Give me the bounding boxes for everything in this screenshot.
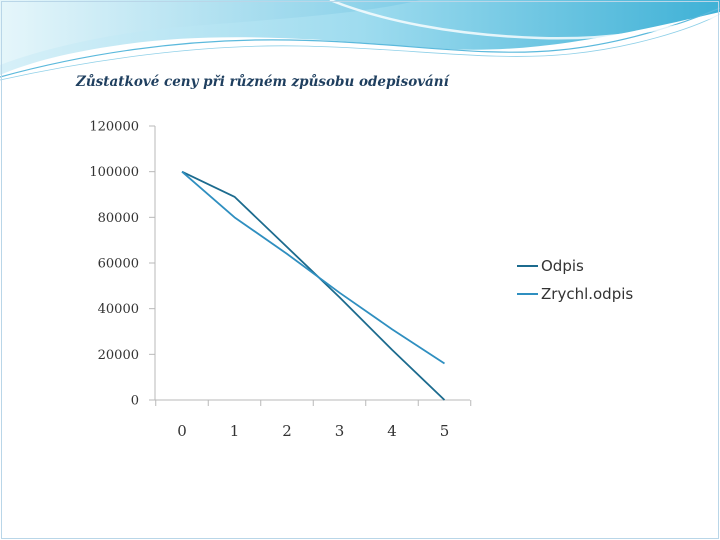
axes	[149, 125, 472, 406]
x-tick-label: 5	[440, 422, 450, 440]
y-tick-label: 80000	[98, 211, 139, 226]
series-lines	[181, 170, 446, 401]
header-swoosh-line	[0, 7, 720, 78]
y-tick-label: 20000	[98, 348, 139, 363]
x-tick-label: 1	[230, 422, 240, 440]
x-tick-label: 4	[387, 422, 397, 440]
y-tick-label: 60000	[98, 257, 139, 272]
header-swoosh-line-3	[329, 0, 720, 40]
x-tick-label: 2	[282, 422, 292, 440]
chart-title: Zůstatkové ceny při různém způsobu odepi…	[76, 74, 449, 90]
legend: Odpis Zrychl.odpis	[517, 257, 633, 303]
series-line-0	[181, 170, 446, 401]
x-tick-label: 0	[177, 422, 187, 440]
series-line-1	[181, 170, 445, 365]
legend-label: Zrychl.odpis	[541, 285, 633, 303]
y-tick-label: 100000	[89, 165, 139, 180]
y-tick-label: 40000	[98, 302, 139, 317]
tick-labels: 0 20000 40000 60000 80000 100000 120000 0 1 2 3 4 5	[89, 120, 449, 441]
y-tick-label: 0	[131, 394, 139, 409]
header-wave-decoration	[0, 0, 720, 81]
x-tick-label: 3	[335, 422, 345, 440]
legend-label: Odpis	[541, 257, 584, 275]
header-wave-highlight	[0, 0, 420, 65]
y-tick-label: 120000	[89, 120, 139, 135]
header-swoosh-line-2	[0, 13, 720, 81]
